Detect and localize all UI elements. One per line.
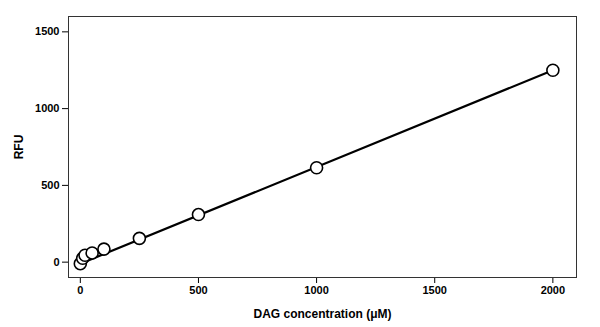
svg-text:0: 0 bbox=[77, 284, 83, 296]
svg-text:1500: 1500 bbox=[35, 25, 59, 37]
svg-text:2000: 2000 bbox=[541, 284, 565, 296]
svg-text:500: 500 bbox=[189, 284, 207, 296]
svg-text:0: 0 bbox=[53, 256, 59, 268]
svg-text:DAG concentration (μM): DAG concentration (μM) bbox=[253, 307, 391, 321]
svg-text:500: 500 bbox=[41, 179, 59, 191]
svg-text:RFU: RFU bbox=[12, 135, 26, 160]
svg-text:1000: 1000 bbox=[304, 284, 328, 296]
svg-text:1500: 1500 bbox=[422, 284, 446, 296]
svg-text:1000: 1000 bbox=[35, 102, 59, 114]
